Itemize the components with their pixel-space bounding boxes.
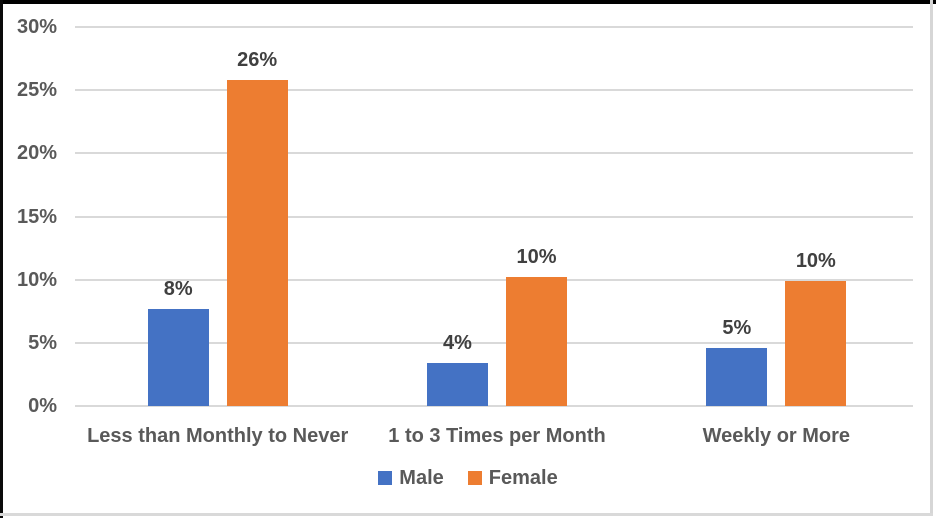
data-label-female-2: 10% <box>516 246 557 269</box>
legend-item-male: Male <box>378 466 444 490</box>
data-label-male-2: 4% <box>443 332 472 355</box>
bar-female-1 <box>226 80 288 406</box>
chart-border-left <box>0 0 3 518</box>
legend-item-female: Female <box>467 466 558 490</box>
y-tick-label: 30% <box>16 16 57 38</box>
gridline <box>75 215 913 218</box>
chart-border-right <box>930 0 933 516</box>
legend-label: Female <box>488 467 558 489</box>
gridline <box>75 341 913 344</box>
data-label-female-1: 26% <box>237 49 278 72</box>
chart-border-bottom <box>0 513 933 516</box>
y-tick-label: 0% <box>28 395 57 417</box>
y-tick-label: 5% <box>28 331 57 354</box>
bar-male-2 <box>427 363 488 406</box>
gridline <box>75 278 913 281</box>
category-label-2: 1 to 3 Times per Month <box>388 425 606 447</box>
y-tick-label: 10% <box>16 268 57 291</box>
legend-label: Male <box>399 467 444 489</box>
category-label-1: Less than Monthly to Never <box>87 425 349 447</box>
category-label-3: Weekly or More <box>702 425 851 447</box>
y-tick-label: 20% <box>16 142 57 165</box>
bar-male-1 <box>147 308 209 406</box>
y-tick-label: 15% <box>16 205 57 228</box>
legend-swatch-male <box>378 471 393 485</box>
gridline <box>75 405 913 407</box>
gridline <box>75 152 913 155</box>
legend-swatch-female <box>467 471 482 485</box>
data-label-male-1: 8% <box>163 277 193 300</box>
bar-female-3 <box>785 280 847 406</box>
gridline <box>75 26 913 28</box>
chart-border-top <box>0 0 936 4</box>
gridline <box>75 89 913 92</box>
data-label-female-3: 10% <box>795 249 836 272</box>
bar-male-3 <box>706 347 768 406</box>
legend: Male Female <box>0 466 936 490</box>
y-tick-label: 25% <box>16 79 57 102</box>
bar-female-2 <box>506 277 567 406</box>
data-label-male-3: 5% <box>722 316 752 339</box>
